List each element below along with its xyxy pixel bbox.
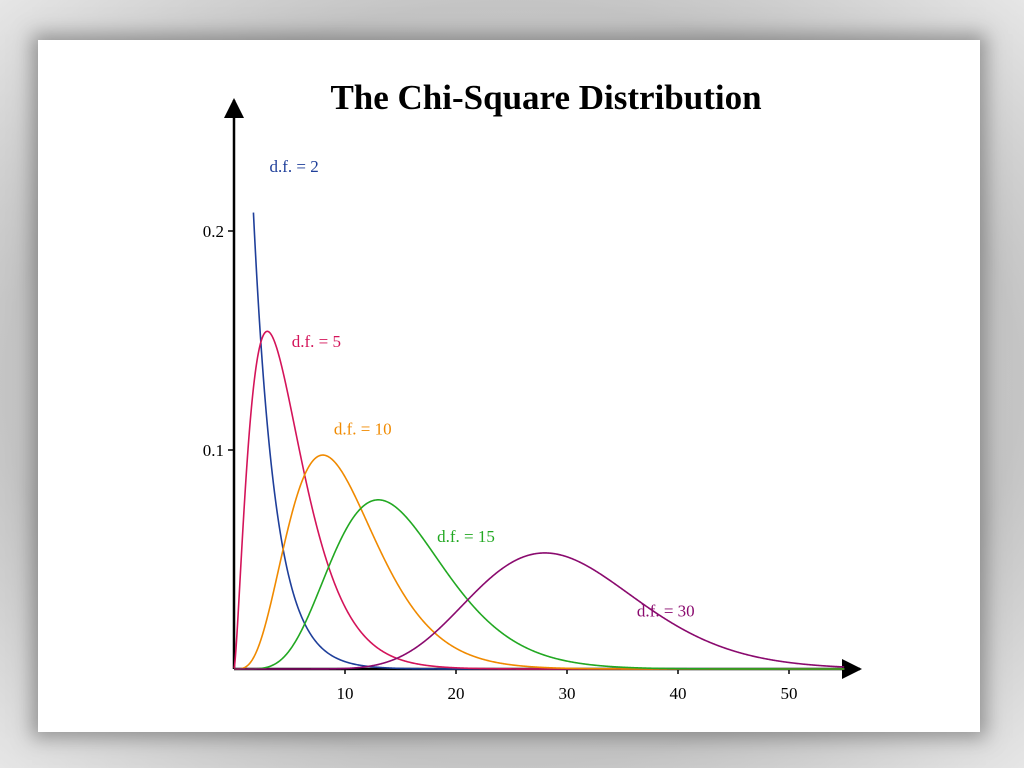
y-tick-label: 0.1 [203, 441, 224, 460]
x-tick-label: 50 [781, 684, 798, 703]
series-label-df-15: d.f. = 15 [437, 527, 495, 546]
chart-title: The Chi-Square Distribution [330, 78, 762, 117]
slide-card [38, 40, 980, 732]
x-tick-label: 20 [448, 684, 465, 703]
x-tick-label: 30 [559, 684, 576, 703]
x-tick-label: 40 [670, 684, 687, 703]
series-label-df-10: d.f. = 10 [334, 420, 392, 439]
y-tick-label: 0.2 [203, 222, 224, 241]
density-curves [233, 212, 845, 670]
series-line-df-10 [234, 454, 845, 670]
series-line-df-15 [234, 499, 845, 670]
series-line-df-5 [233, 330, 845, 670]
series-label-df-30: d.f. = 30 [637, 601, 695, 620]
series-labels: d.f. = 2 d.f. = 5 d.f. = 10 d.f. = 15 d.f. =… [270, 157, 695, 621]
series-label-df-2: d.f. = 2 [270, 157, 319, 176]
x-tick-label: 10 [337, 684, 354, 703]
series-line-df-30 [234, 552, 845, 670]
axes [224, 98, 862, 679]
axis-ticks: 10 20 30 40 50 0.1 0.2 [203, 222, 798, 703]
series-label-df-5: d.f. = 5 [292, 332, 341, 351]
